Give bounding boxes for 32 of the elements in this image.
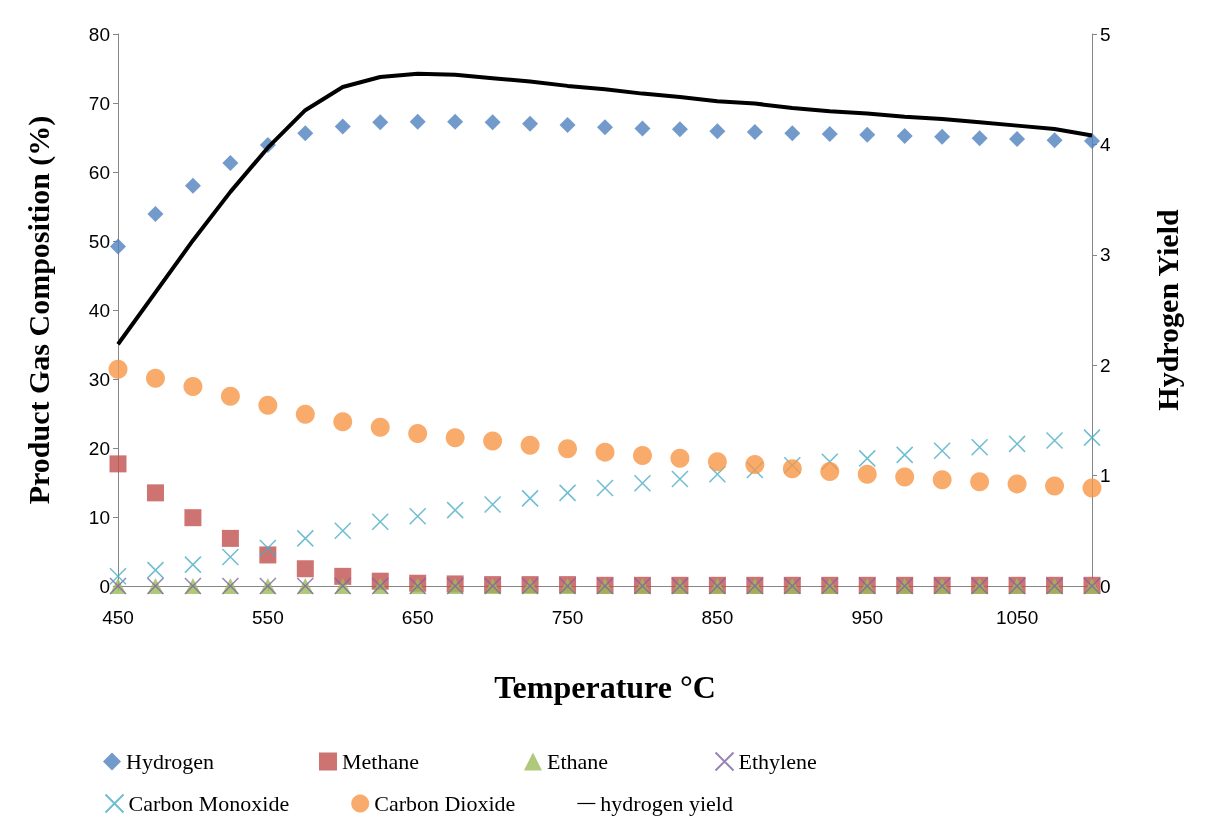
y2-axis-title: Hydrogen Yield — [1150, 208, 1184, 411]
x-tick-label: 550 — [251, 607, 284, 628]
y2-tick-label: 1 — [1100, 465, 1111, 487]
y2-tick-label: 4 — [1100, 133, 1111, 155]
y2-tick-label: 2 — [1100, 354, 1111, 376]
y-tick-label: 30 — [88, 368, 110, 390]
legend-label: Methane — [341, 749, 419, 774]
x-tick-label: 1050 — [995, 607, 1039, 628]
y-tick-label: 40 — [88, 299, 110, 321]
legend-label: Ethane — [546, 749, 609, 774]
legend-label: Carbon Monoxide — [128, 791, 290, 816]
y-tick-label: 20 — [88, 437, 110, 459]
y-tick-label: 50 — [88, 230, 110, 252]
y2-tick-label: 3 — [1100, 244, 1111, 266]
y-tick-label: 70 — [88, 92, 110, 114]
y2-tick-label: 0 — [1100, 575, 1111, 597]
legend-label: Hydrogen — [126, 749, 214, 774]
x-tick-label: 650 — [401, 607, 434, 628]
legend-label: Carbon Dioxide — [374, 791, 516, 816]
y2-tick-label: 5 — [1100, 23, 1111, 45]
y-tick-label: 80 — [88, 23, 110, 45]
y-axis-title: Product Gas Composition (%) — [21, 115, 56, 505]
legend-label: hydrogen yield — [600, 791, 733, 816]
x-tick-label: 950 — [851, 607, 884, 628]
x-axis-title: Temperature °C — [494, 669, 716, 705]
y-tick-label: 60 — [88, 161, 110, 183]
x-tick-label: 850 — [701, 607, 734, 628]
x-tick-label: 750 — [551, 607, 584, 628]
legend-label: Ethylene — [738, 749, 817, 774]
x-tick-label: 450 — [102, 607, 134, 628]
y-tick-label: 0 — [99, 575, 110, 597]
y-tick-label: 10 — [88, 506, 110, 528]
